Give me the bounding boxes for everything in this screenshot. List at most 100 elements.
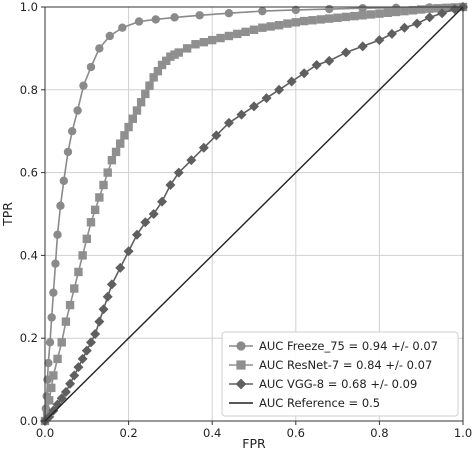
diamond-marker <box>324 55 335 66</box>
diamond-marker <box>386 28 397 39</box>
square-marker <box>258 23 267 32</box>
circle-marker <box>195 11 204 20</box>
circle-marker <box>47 313 56 322</box>
square-marker <box>53 354 62 364</box>
square-marker <box>90 205 100 215</box>
diamond-marker <box>236 109 247 120</box>
diamond-marker <box>274 84 285 95</box>
square-marker <box>95 193 104 202</box>
diamond-marker <box>261 93 272 104</box>
plot-frame <box>44 6 464 422</box>
diamond-marker <box>131 229 142 240</box>
square-marker <box>99 180 108 190</box>
square-marker <box>224 31 234 41</box>
legend-label: AUC Freeze_75 = 0.94 +/- 0.07 <box>259 339 438 353</box>
diamond-marker <box>94 316 105 327</box>
square-marker <box>82 234 91 244</box>
diamond-marker <box>98 304 109 315</box>
diamond-marker <box>173 167 184 178</box>
diamond-marker <box>48 405 59 416</box>
circle-marker <box>45 338 55 347</box>
diamond-marker <box>123 246 134 257</box>
square-marker <box>57 338 66 347</box>
diamond-marker <box>165 180 176 191</box>
circle-marker <box>56 201 65 210</box>
legend-entry: AUC VGG-8 = 0.68 +/- 0.09 <box>229 377 417 391</box>
series-layer <box>40 2 468 426</box>
square-marker <box>120 131 129 140</box>
square-marker <box>308 16 317 25</box>
square-marker <box>316 15 326 24</box>
square-marker <box>103 168 112 177</box>
circle-marker <box>49 288 58 297</box>
legend-label: AUC ResNet-7 = 0.84 +/- 0.07 <box>259 358 432 372</box>
square-marker <box>149 73 158 82</box>
diamond-marker <box>85 337 96 348</box>
diamond-marker <box>399 22 410 33</box>
series-3 <box>44 6 464 422</box>
diamond-marker <box>374 35 385 46</box>
diamond-marker <box>412 18 423 29</box>
circle-marker <box>63 147 73 157</box>
diamond-marker <box>90 329 101 340</box>
diamond-marker <box>60 387 71 398</box>
x-tick-label: 1.0 <box>454 426 472 440</box>
diamond-marker <box>106 279 117 290</box>
square-marker <box>350 11 359 21</box>
square-marker <box>86 218 96 227</box>
y-tick-label: 0.6 <box>20 166 38 180</box>
circle-marker <box>170 13 179 22</box>
square-marker <box>425 4 434 13</box>
circle-marker <box>325 4 334 14</box>
square-marker <box>241 27 250 37</box>
circle-marker <box>105 31 114 41</box>
legend-entry: AUC Freeze_75 = 0.94 +/- 0.07 <box>229 339 438 353</box>
square-marker <box>391 7 401 17</box>
diamond-marker <box>140 217 151 228</box>
square-marker <box>153 66 163 76</box>
square-marker <box>191 40 200 49</box>
square-marker <box>44 396 54 405</box>
square-marker <box>145 81 154 90</box>
diamond-marker <box>211 130 222 141</box>
legend-diamond-marker <box>235 378 247 390</box>
circle-marker <box>59 176 69 186</box>
square-marker <box>70 284 79 293</box>
square-marker <box>299 16 309 26</box>
square-marker <box>124 122 133 132</box>
square-marker <box>132 106 142 115</box>
diamond-marker <box>157 196 168 207</box>
diamond-marker <box>357 41 368 52</box>
diamond-marker <box>286 76 297 87</box>
diamond-marker <box>198 142 209 153</box>
diamond-marker <box>69 370 80 381</box>
x-tick-label: 0.6 <box>287 426 305 440</box>
square-marker <box>216 33 225 43</box>
x-axis-label: FPR <box>242 436 266 451</box>
circle-marker <box>118 23 127 32</box>
square-marker <box>208 35 217 45</box>
y-tick-label: 1.0 <box>20 0 38 14</box>
square-marker <box>358 11 367 20</box>
square-marker <box>128 114 137 123</box>
circle-marker <box>73 106 82 115</box>
square-marker <box>136 98 146 107</box>
square-marker <box>107 155 117 165</box>
series-line <box>44 6 464 422</box>
square-marker <box>199 37 209 47</box>
square-marker <box>366 10 376 19</box>
y-axis-label: TPR <box>0 202 15 227</box>
diamond-marker <box>77 353 88 364</box>
square-marker <box>141 89 150 99</box>
square-marker <box>249 25 259 34</box>
square-marker <box>291 18 300 27</box>
square-marker <box>116 139 125 148</box>
diamond-marker <box>299 68 310 79</box>
y-tick-label: 0.0 <box>20 414 38 428</box>
legend-entry: AUC Reference = 0.5 <box>229 396 380 410</box>
square-marker <box>65 300 75 310</box>
diamond-marker <box>81 345 92 356</box>
x-tick-label: 0.4 <box>203 426 221 440</box>
square-marker <box>111 147 121 157</box>
